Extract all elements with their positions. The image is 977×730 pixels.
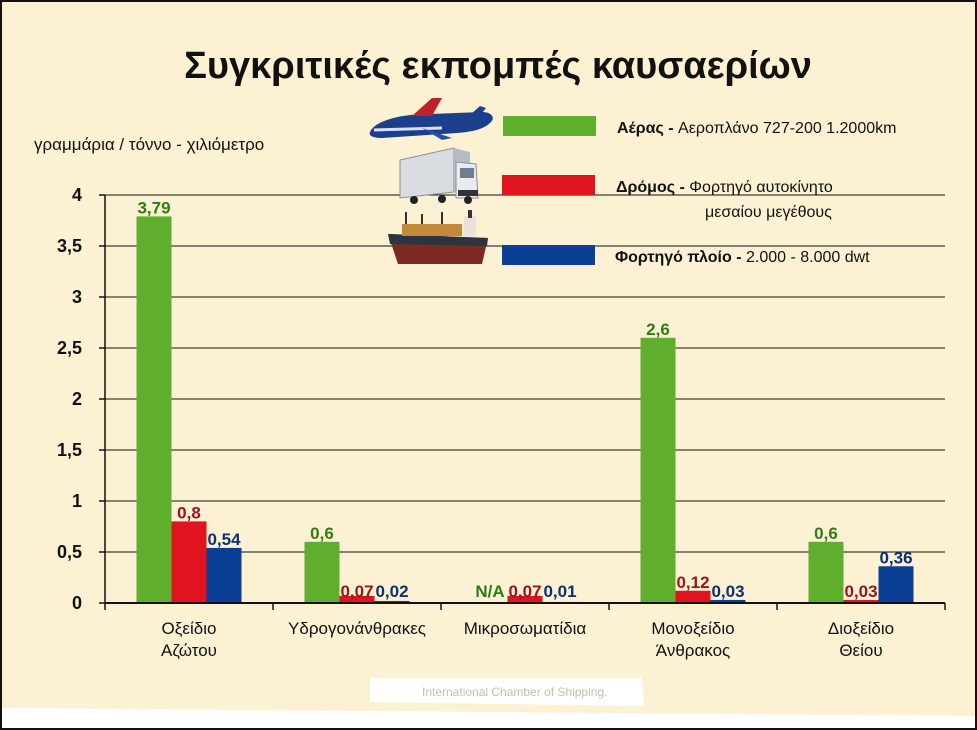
bar: [710, 599, 746, 603]
y-tick-label: 1: [72, 491, 82, 511]
data-label: 0,6: [310, 524, 334, 543]
category-label: Άνθρακος: [656, 641, 730, 660]
y-tick-label: 2,5: [57, 338, 82, 358]
bar: [206, 547, 242, 603]
data-label: 0,8: [177, 503, 201, 522]
data-labels: 3,790,80,54 0,60,07 0,02 N/A 0,07 0,012,60,12…: [137, 198, 912, 601]
data-label: 0,03: [711, 582, 744, 601]
data-label: 2,6: [646, 320, 670, 339]
bar: [171, 521, 207, 603]
bars: [136, 216, 914, 604]
bar: [843, 599, 879, 603]
bar: [675, 590, 711, 603]
bar: [136, 216, 172, 604]
legend-swatch-air: [503, 116, 596, 136]
legend-entry-air: Αέρας - Αεροπλάνο 727-200 1.2000km: [617, 120, 896, 137]
chart-title: Συγκριτικές εκπομπές καυσαερίων: [184, 45, 812, 87]
category-label: Μικροσωματίδια: [464, 619, 587, 638]
y-tick-label: 1,5: [57, 440, 82, 460]
y-tick-label: 3,5: [57, 236, 82, 256]
category-label: Διοξείδιο: [828, 619, 894, 638]
bar: [808, 541, 844, 603]
bottom-strip: [2, 708, 975, 728]
category-label: Θείου: [839, 641, 882, 660]
cargo-ship-icon: [388, 210, 488, 264]
y-tick-label: 3: [72, 287, 82, 307]
legend-entry-road: Δρόμος - Φορτηγό αυτοκίνητο: [616, 179, 833, 196]
y-axis-label: γραμμάρια / τόννο - χιλιόμετρο: [34, 135, 264, 154]
airplane-icon: [369, 98, 493, 140]
category-labels: Οξείδιο Αζώτου Υδρογονάνθρακες Μικροσωματίδ…: [161, 619, 894, 660]
data-label: 0,07: [508, 582, 541, 601]
y-tick-label: 0: [72, 593, 82, 613]
y-axis-ticks: 0 0,5 1 1,5 2 2,5 3 3,5 4: [57, 185, 106, 613]
bar: [339, 595, 375, 603]
data-label: 3,79: [137, 198, 170, 217]
legend: Αέρας - Αεροπλάνο 727-200 1.2000km Δρόμο…: [369, 98, 896, 266]
legend-entry-road-line2: μεσαίου μεγέθους: [705, 204, 832, 221]
legend-swatch-ship: [502, 245, 595, 265]
data-label: 0,6: [814, 524, 838, 543]
data-label: 0,12: [676, 573, 709, 592]
category-label: Αζώτου: [161, 641, 217, 660]
data-label: N/A: [475, 582, 504, 601]
y-tick-label: 0,5: [57, 542, 82, 562]
data-label: 0,02: [375, 582, 408, 601]
bar: [304, 541, 340, 603]
bar: [374, 600, 410, 603]
category-label: Οξείδιο: [162, 619, 217, 638]
gridlines: [105, 194, 945, 553]
y-tick-label: 2: [72, 389, 82, 409]
data-label: 0,36: [879, 548, 912, 567]
y-tick-label: 4: [72, 185, 82, 205]
category-label: Υδρογονάνθρακες: [288, 619, 426, 638]
x-axis: [104, 602, 946, 610]
bar: [878, 566, 914, 603]
data-label: 0,07: [340, 582, 373, 601]
data-label: 0,03: [844, 582, 877, 601]
legend-swatch-road: [502, 175, 595, 195]
bar: [507, 595, 543, 603]
source-backdrop: [370, 678, 644, 706]
truck-icon: [399, 147, 479, 204]
bar: [640, 337, 676, 603]
legend-entry-ship: Φορτηγό πλοίο - 2.000 - 8.000 dwt: [615, 249, 870, 266]
category-label: Μονοξείδιο: [651, 619, 734, 638]
source-note: International Chamber of Shipping.: [422, 685, 607, 699]
data-label: 0,54: [207, 530, 241, 549]
data-label: 0,01: [543, 582, 576, 601]
